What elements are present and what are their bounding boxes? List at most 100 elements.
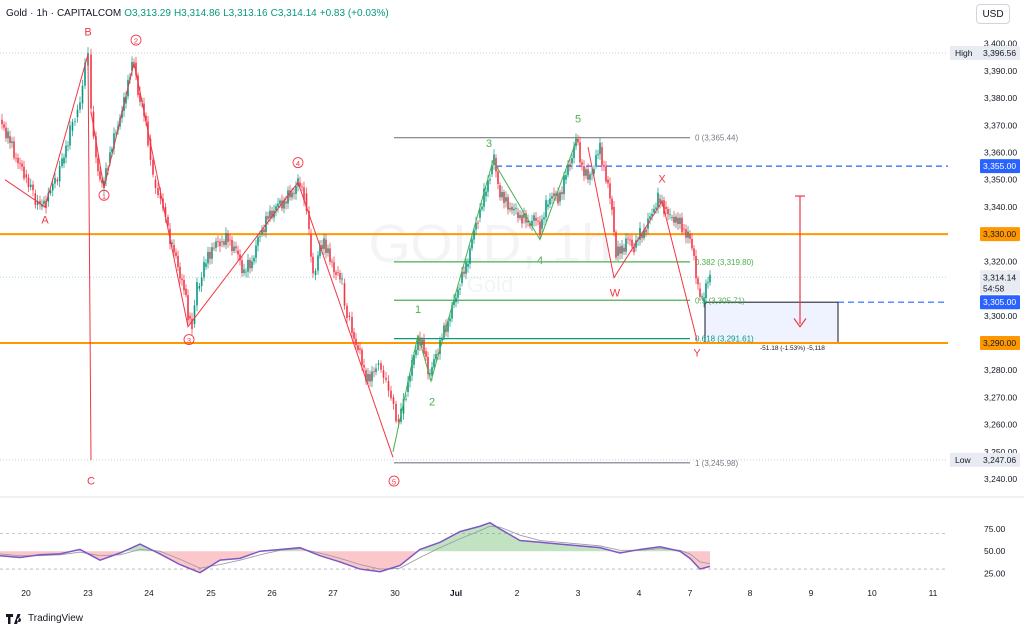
candle-body <box>631 239 633 247</box>
candle-body <box>390 390 392 399</box>
candle-body <box>71 122 74 131</box>
measure-label: -51.18 (-1.53%) -5,118 <box>760 345 825 352</box>
tradingview-brand[interactable]: TradingView <box>6 613 83 624</box>
candle-body <box>13 141 15 158</box>
candle-body <box>439 340 441 354</box>
symbol-name[interactable]: Gold <box>6 7 28 19</box>
wave-label: 1 <box>415 304 421 316</box>
candle-body <box>243 269 245 274</box>
candle-body <box>481 206 483 210</box>
candle-body <box>459 288 461 290</box>
candle-body <box>32 184 34 191</box>
candle-body <box>189 315 191 319</box>
candle-body <box>361 349 363 365</box>
candle-body <box>447 320 449 332</box>
fib-label-f1: 1 (3,245.98) <box>695 459 738 468</box>
candle-body <box>667 209 669 215</box>
candle-body <box>563 175 565 195</box>
candle-body <box>511 206 513 211</box>
candle-body <box>641 234 643 239</box>
candle-body <box>321 245 323 249</box>
candle-body <box>74 121 76 123</box>
candle-body <box>177 255 179 268</box>
candle-body <box>507 197 509 210</box>
candle-body <box>369 374 371 382</box>
indicator-fill <box>180 551 200 573</box>
candle-body <box>351 316 353 333</box>
wave-label: 3 <box>486 138 492 150</box>
x-tick-label: 9 <box>809 588 814 598</box>
y-tick-label: 3,340.00 <box>984 202 1017 212</box>
candle-body <box>397 419 400 422</box>
candle-body <box>547 204 549 207</box>
chart-header: Gold · 1h · CAPITALCOM O3,313.29 H3,314.… <box>6 7 389 19</box>
candle-body <box>657 192 659 208</box>
candle-body <box>645 229 647 233</box>
interval[interactable]: 1h <box>36 7 48 19</box>
x-tick-label: 2 <box>515 588 520 598</box>
candle-body <box>279 200 281 204</box>
candle-body <box>275 206 277 211</box>
candle-body <box>621 245 623 254</box>
candle-body <box>601 147 603 166</box>
candle-body <box>483 188 485 207</box>
candle-body <box>235 246 237 249</box>
candle-body <box>471 239 473 249</box>
candle-body <box>703 298 705 303</box>
candle-body <box>9 136 11 144</box>
wave-label: X <box>658 173 666 185</box>
price-tag-side-bg <box>950 452 980 467</box>
ohlc-close: C3,314.14 <box>270 7 317 19</box>
candle-body <box>589 174 591 180</box>
wave-label: B <box>84 26 91 38</box>
candle-body <box>245 271 247 273</box>
candle-body <box>431 367 433 376</box>
candle-body <box>277 203 279 207</box>
candle-body <box>567 164 569 176</box>
candle-body <box>683 228 685 230</box>
measure-arrow-head <box>793 318 807 328</box>
price-tag-bg <box>980 270 1020 295</box>
candle-body <box>611 198 613 210</box>
candle-body <box>261 229 263 235</box>
candle-body <box>63 157 65 164</box>
candle-body <box>451 305 453 319</box>
indicator-fill <box>540 542 560 552</box>
candle-body <box>357 345 359 351</box>
candle-body <box>175 252 177 256</box>
candle-body <box>291 192 293 198</box>
candle-body <box>651 213 653 217</box>
x-tick-label: 20 <box>21 588 31 598</box>
candle-body <box>312 256 314 274</box>
candle-body <box>348 315 351 317</box>
candle-body <box>99 171 101 180</box>
price-tag-side-label: High <box>955 48 973 58</box>
candle-body <box>623 247 625 252</box>
candle-body <box>407 381 409 393</box>
x-tick-label: 11 <box>929 588 938 598</box>
indicator-fill <box>490 522 500 552</box>
indicator-fill <box>460 526 480 552</box>
candle-body <box>709 274 711 283</box>
candle-body <box>137 75 139 96</box>
price-tag: 3,305.00 <box>983 297 1016 307</box>
candle-body <box>34 193 37 205</box>
candle-body <box>571 157 573 164</box>
indicator-signal-line <box>0 525 711 570</box>
indicator-osc-line <box>0 521 711 574</box>
watermark-main: GOLD, 1h <box>368 214 611 274</box>
candle-body <box>215 241 217 248</box>
candle-body <box>529 223 531 227</box>
candle-body <box>607 179 609 184</box>
candle-body <box>219 241 221 247</box>
candle-body <box>301 186 303 188</box>
candle-body <box>521 215 523 224</box>
x-tick-label: 3 <box>576 588 581 598</box>
candle-body <box>109 152 111 164</box>
candle-body <box>15 157 17 159</box>
candle-body <box>43 200 45 205</box>
candle-body <box>501 192 503 198</box>
currency-button[interactable]: USD <box>976 4 1010 24</box>
candle-body <box>473 229 475 240</box>
